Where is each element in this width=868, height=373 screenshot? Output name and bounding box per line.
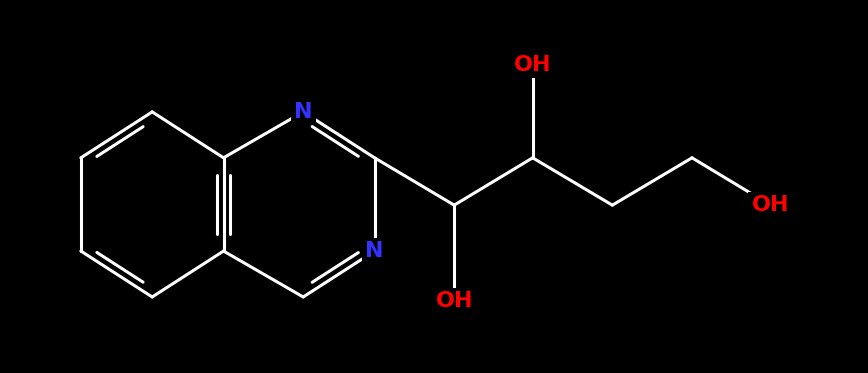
Text: OH: OH: [514, 54, 551, 75]
Text: N: N: [294, 102, 312, 122]
Text: OH: OH: [752, 195, 789, 215]
Text: OH: OH: [436, 291, 473, 311]
Text: N: N: [365, 241, 384, 261]
